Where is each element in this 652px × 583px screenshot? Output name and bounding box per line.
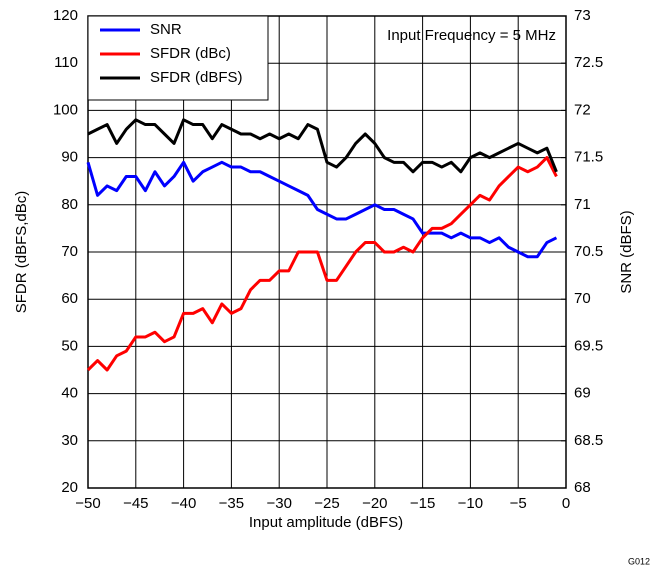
y2-tick-label: 68.5 xyxy=(574,432,603,449)
y2-tick-label: 72 xyxy=(574,101,591,118)
series-line xyxy=(86,156,558,372)
x-tick-label: −45 xyxy=(123,495,148,512)
x-tick-label: −50 xyxy=(75,495,100,512)
y-tick-label: 120 xyxy=(53,7,78,24)
series-line xyxy=(86,160,558,259)
series-line xyxy=(87,118,558,174)
y-tick-label: 20 xyxy=(61,479,78,496)
annotation: Input Frequency = 5 MHz xyxy=(387,27,556,44)
y-axis-label: SFDR (dBFS,dBc) xyxy=(13,191,30,314)
x-tick-label: −5 xyxy=(510,495,527,512)
legend-label: SNR xyxy=(150,21,182,38)
y-tick-label: 40 xyxy=(61,385,78,402)
y-tick-label: 70 xyxy=(61,243,78,260)
y2-tick-label: 73 xyxy=(574,7,591,24)
y2-tick-label: 70.5 xyxy=(574,243,603,260)
x-tick-label: 0 xyxy=(562,495,570,512)
x-tick-label: −40 xyxy=(171,495,196,512)
y2-tick-label: 68 xyxy=(574,479,591,496)
y-tick-label: 30 xyxy=(61,432,78,449)
x-tick-label: −25 xyxy=(314,495,339,512)
legend-label: SFDR (dBFS) xyxy=(150,69,243,86)
y2-tick-label: 71 xyxy=(574,196,591,213)
x-tick-label: −20 xyxy=(362,495,387,512)
y2-tick-label: 69.5 xyxy=(574,337,603,354)
y2-tick-label: 72.5 xyxy=(574,54,603,71)
legend-label: SFDR (dBc) xyxy=(150,45,231,62)
figure-id: G012 xyxy=(628,556,650,566)
y2-tick-label: 70 xyxy=(574,290,591,307)
x-tick-label: −15 xyxy=(410,495,435,512)
y-tick-label: 50 xyxy=(61,337,78,354)
y2-tick-label: 69 xyxy=(574,385,591,402)
y-tick-label: 100 xyxy=(53,101,78,118)
x-tick-label: −35 xyxy=(219,495,244,512)
y2-tick-label: 71.5 xyxy=(574,149,603,166)
plot-frame xyxy=(87,15,567,489)
y2-axis-label: SNR (dBFS) xyxy=(618,210,635,293)
x-axis-label: Input amplitude (dBFS) xyxy=(249,514,403,531)
y-tick-label: 80 xyxy=(61,196,78,213)
y-tick-label: 60 xyxy=(61,290,78,307)
x-tick-label: −10 xyxy=(458,495,483,512)
x-tick-label: −30 xyxy=(266,495,291,512)
y-tick-label: 90 xyxy=(61,149,78,166)
y-tick-label: 110 xyxy=(54,54,78,71)
